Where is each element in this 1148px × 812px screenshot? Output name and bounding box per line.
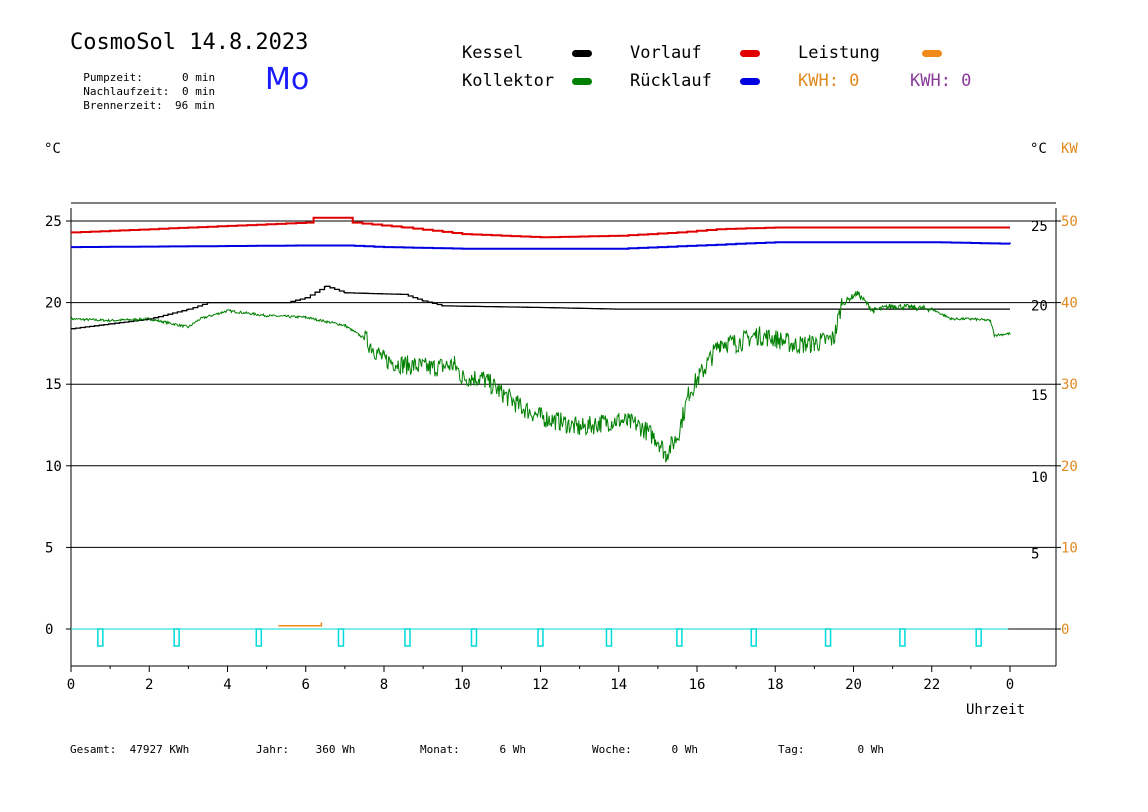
chart-title: CosmoSol 14.8.2023: [70, 30, 309, 55]
y-tick-label-right-celsius: 10: [1031, 470, 1048, 486]
y-tick-label-right-kw: 10: [1061, 540, 1078, 556]
unit-left-celsius: °C: [44, 141, 61, 157]
series-leistung-line: [278, 622, 323, 627]
series-pumpe-pulse: [470, 628, 478, 647]
footer-label: Gesamt:: [70, 743, 117, 756]
legend-vorlauf-label: Vorlauf: [630, 43, 702, 63]
y-tick-label-right-celsius: 20: [1031, 299, 1048, 315]
x-tick-label: 2: [145, 677, 153, 693]
series-pumpe-pulse: [975, 628, 982, 647]
footer-tag: Tag: 0 Wh: [778, 743, 884, 756]
unit-right-kw: KW: [1061, 141, 1078, 157]
info-label: Pumpzeit:: [83, 71, 143, 84]
series-pumpe-pulse: [537, 628, 544, 647]
weekday-label: Mo: [265, 62, 310, 97]
footer-value: 47927 KWh: [129, 743, 190, 756]
series-pumpe-pulse: [404, 628, 411, 647]
tick-labels: 0 5 10 15 20 25 5 10 15 20 25 0 10 20 30 40 50 0 2 4 6 8 10 12 1…: [45, 214, 1078, 693]
x-tick-label: 6: [302, 677, 310, 693]
x-axis-label: Uhrzeit: [966, 702, 1026, 718]
legend-leistung-label: Leistung: [798, 43, 880, 63]
y-tick-label-right-celsius: 5: [1031, 546, 1039, 562]
legend-kollektor-label: Kollektor: [462, 71, 555, 91]
series-kessel-line: [71, 285, 1010, 330]
x-tick-label: 10: [454, 677, 471, 693]
x-tick-label: 18: [767, 677, 784, 693]
series-pumpe-pulse: [899, 628, 906, 647]
series-pumpe-pulse: [97, 628, 104, 647]
info-value: 0 min: [182, 71, 216, 84]
footer-label: Tag:: [778, 743, 805, 756]
x-tick-label: 20: [845, 677, 862, 693]
y-tick-label-left: 15: [45, 377, 62, 393]
footer-label: Jahr:: [256, 743, 290, 756]
y-tick-label-right-kw: 40: [1061, 296, 1078, 312]
series-pumpe-pulse: [337, 628, 345, 647]
info-brennerzeit: Brennerzeit: 96 min: [70, 86, 215, 112]
legend-kwh-orange: KWH: 0: [798, 71, 860, 91]
x-tick-label: 8: [380, 677, 388, 693]
info-label: Nachlaufzeit:: [83, 85, 170, 98]
legend-leistung-swatch: [922, 50, 942, 57]
series-pumpe-pulse: [750, 628, 757, 647]
series-layer: [70, 216, 1011, 647]
x-tick-label: 16: [689, 677, 706, 693]
legend-kollektor-swatch: [572, 78, 592, 85]
y-tick-label-left: 0: [45, 622, 53, 638]
legend-kwh-purple: KWH: 0: [910, 71, 972, 91]
y-tick-label-left: 25: [45, 214, 62, 230]
x-tick-label: 12: [532, 677, 549, 693]
footer-label: Monat:: [420, 743, 460, 756]
series-pumpe-pulse: [824, 628, 832, 647]
y-tick-label-left: 5: [45, 540, 53, 556]
footer-monat: Monat: 6 Wh: [420, 743, 526, 756]
footer-gesamt: Gesamt: 47927 KWh: [70, 743, 189, 756]
y-tick-label-right-celsius: 15: [1031, 388, 1048, 404]
footer-value: 0 Wh: [857, 743, 884, 756]
y-tick-label-right-kw: 30: [1061, 377, 1078, 393]
y-tick-label-right-celsius: 25: [1031, 219, 1048, 235]
info-value: 0 min: [182, 85, 216, 98]
footer-value: 360 Wh: [315, 743, 356, 756]
y-tick-label-left: 20: [45, 296, 62, 312]
axes: [66, 208, 1061, 672]
info-pumpzeit: Pumpzeit: 0 min: [70, 58, 215, 84]
x-tick-label: 14: [610, 677, 627, 693]
legend-vorlauf-swatch: [740, 50, 760, 57]
series-pumpe-pulse: [173, 628, 180, 647]
series-pumpe-pulse: [605, 628, 613, 647]
info-value: 96 min: [175, 99, 215, 112]
legend-ruecklauf-swatch: [740, 78, 760, 85]
legend-kessel-label: Kessel: [462, 43, 524, 63]
series-kollektor-line: [70, 290, 1011, 463]
x-tick-label: 0: [1006, 677, 1014, 693]
info-label: Brennerzeit:: [83, 99, 163, 112]
y-tick-label-right-kw: 50: [1061, 214, 1078, 230]
y-tick-label-left: 10: [45, 459, 62, 475]
y-tick-label-right-kw: 0: [1061, 622, 1069, 638]
x-tick-label: 4: [223, 677, 231, 693]
footer-value: 0 Wh: [671, 743, 699, 756]
info-nachlaufzeit: Nachlaufzeit: 0 min: [70, 72, 215, 98]
grid-lines: [71, 202, 1056, 630]
legend-kessel-swatch: [572, 50, 592, 57]
footer-value: 6 Wh: [499, 743, 527, 756]
series-r-cklauf-line: [71, 241, 1011, 250]
footer-woche: Woche: 0 Wh: [592, 743, 698, 756]
footer-label: Woche:: [592, 743, 632, 756]
footer-jahr: Jahr: 360 Wh: [256, 743, 355, 756]
unit-right-celsius: °C: [1030, 141, 1047, 157]
y-tick-label-right-kw: 20: [1061, 459, 1078, 475]
series-pumpe-pulse: [676, 628, 683, 647]
series-vorlauf-line: [71, 216, 1010, 239]
legend-ruecklauf-label: Rücklauf: [630, 71, 712, 91]
series-pumpe-pulse: [255, 628, 263, 647]
x-tick-label: 22: [923, 677, 940, 693]
x-tick-label: 0: [67, 677, 75, 693]
